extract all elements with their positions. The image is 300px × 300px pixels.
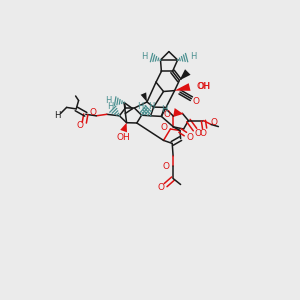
Text: O: O (192, 97, 199, 106)
Text: H: H (142, 52, 148, 62)
Text: O: O (186, 133, 193, 142)
Text: O: O (194, 129, 202, 138)
Text: H: H (190, 52, 196, 62)
Polygon shape (141, 92, 147, 102)
Polygon shape (120, 123, 127, 132)
Polygon shape (179, 69, 191, 80)
Text: H: H (137, 102, 143, 111)
Text: H: H (161, 105, 168, 114)
Text: H: H (107, 102, 114, 111)
Text: O: O (211, 118, 218, 127)
Text: H: H (105, 96, 112, 105)
Text: O: O (157, 183, 164, 192)
Text: OH: OH (196, 82, 210, 91)
Text: O: O (76, 121, 84, 130)
Polygon shape (173, 108, 182, 116)
Text: OH: OH (197, 82, 210, 91)
Text: H: H (54, 111, 60, 120)
Text: H: H (148, 102, 154, 111)
Text: O: O (163, 162, 170, 171)
Text: O: O (163, 110, 170, 119)
Text: O: O (89, 108, 96, 117)
Polygon shape (175, 83, 190, 91)
Text: O: O (200, 129, 207, 138)
Text: O: O (160, 123, 167, 132)
Text: OH: OH (117, 133, 130, 142)
